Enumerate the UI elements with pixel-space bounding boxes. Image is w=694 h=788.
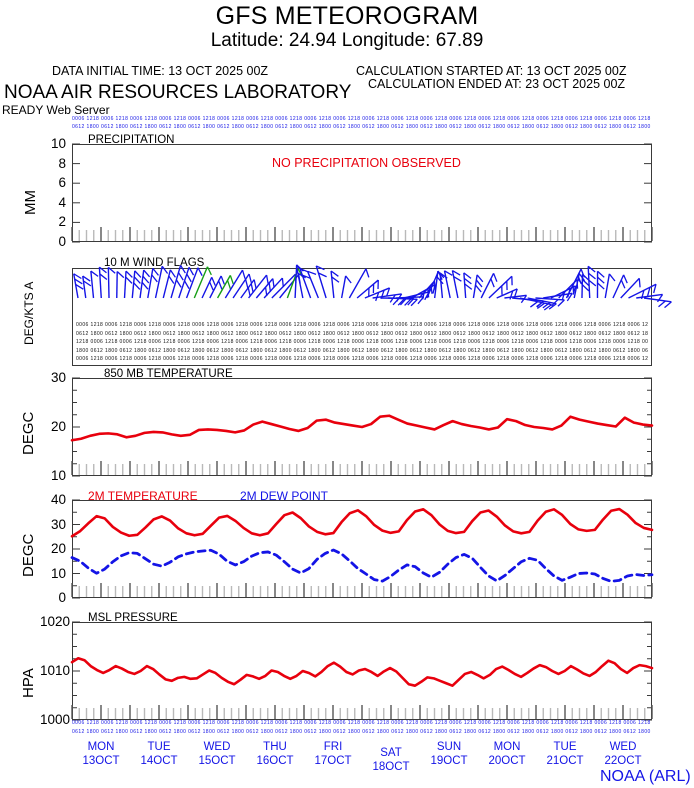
tiny-value-row: 0006 1218 0006 1218 0006 1218 0006 1218 … [72,116,652,122]
day-label-22oct: WED 22OCT [593,741,653,767]
day-label-19oct: SUN 19OCT [419,741,479,767]
temperature-2m-plot [72,500,652,598]
day-of-week: FRI [323,741,343,753]
day-of-week: SUN [436,741,462,753]
tiny-value-row: 0612 1800 0612 1800 0612 1800 0612 1800 … [72,123,652,130]
precipitation-y-tick: 10 [50,136,66,151]
temperature-2m-y-tick: 10 [50,565,66,581]
tiny-value-row: 0612 1800 0612 1800 0612 1800 0612 1800 … [76,330,648,337]
legend-2m-temperature: 2M TEMPERATURE [88,489,198,503]
day-of-week: WED [203,741,231,753]
coordinates-subtitle: Latitude: 24.94 Longitude: 67.89 [210,30,484,51]
day-label-18oct: SAT 18OCT [361,747,421,773]
day-date: 16OCT [256,754,294,767]
wind-numeric-rows: 0006 1218 0006 1218 0006 1218 0006 1218 … [76,322,648,364]
precipitation-y-tick: 0 [58,234,66,249]
day-date: 22OCT [604,754,642,767]
organization-name: NOAA AIR RESOURCES LABORATORY [4,82,352,103]
day-date: 18OCT [372,760,410,773]
day-of-week: TUE [553,741,577,753]
wind-flags-plot [72,268,652,366]
page-title: GFS METEOROGRAM [215,2,479,30]
day-of-week: THU [263,741,287,753]
temperature-850mb-title: 850 MB TEMPERATURE [104,368,233,380]
day-label-21oct: TUE 21OCT [535,741,595,767]
temperature-2m-y-tick: 20 [50,541,66,556]
precipitation-y-tick: 6 [58,175,66,191]
precipitation-y-tick: 8 [58,155,66,171]
day-of-week: WED [609,741,637,753]
no-precipitation-message: NO PRECIPITATION OBSERVED [272,156,461,170]
temperature-2m-y-tick: 40 [50,492,66,507]
tiny-value-row: 1218 0006 1218 0006 1218 0006 1218 0006 … [76,339,648,345]
msl-pressure-y-tick: 1000 [39,712,70,727]
day-label-20oct: MON 20OCT [477,741,537,767]
day-date: 14OCT [140,754,178,767]
tiny-value-row: 0006 1218 0006 1218 0006 1218 0006 1218 … [76,322,648,328]
temperature-2m-y-tick: 30 [50,516,66,532]
temperature-850mb-y-tick: 10 [50,468,66,483]
temperature-2m-y-tick: 0 [58,590,66,605]
day-of-week: SAT [380,747,402,759]
msl-pressure-title: MSL PRESSURE [88,612,178,624]
calculation-started: CALCULATION STARTED AT: 13 OCT 2025 00Z [356,64,627,78]
day-date: 13OCT [82,754,120,767]
day-date: 19OCT [430,754,468,767]
server-name: READY Web Server [2,103,110,117]
data-initial-time: DATA INITIAL TIME: 13 OCT 2025 00Z [52,64,269,78]
day-label-17oct: FRI 17OCT [303,741,363,767]
tiny-value-row: 0006 1218 0006 1218 0006 1218 0006 1218 … [72,720,652,726]
day-date: 20OCT [488,754,526,767]
msl-pressure-y-tick: 1010 [39,663,70,678]
day-date: 17OCT [314,754,352,767]
tiny-value-row: 0612 1800 0612 1800 0612 1800 0612 1800 … [72,728,652,735]
day-date: 21OCT [546,754,584,767]
lower-hour-strip: 0006 1218 0006 1218 0006 1218 0006 1218 … [72,720,652,740]
day-of-week: TUE [147,741,171,753]
wind-flags-title: 10 M WIND FLAGS [104,257,205,269]
tiny-value-row: 1800 0612 1800 0612 1800 0612 1800 0612 … [76,347,648,354]
day-label-15oct: WED 15OCT [187,741,247,767]
calculation-ended: CALCULATION ENDED AT: 23 OCT 2025 00Z [368,77,626,91]
tiny-value-row: 0006 1218 0006 1218 0006 1218 0006 1218 … [76,356,648,362]
temperature-850mb-y-tick: 30 [50,370,66,385]
day-date: 15OCT [198,754,236,767]
temperature-850mb-y-tick: 20 [50,419,66,434]
legend-2m-dewpoint: 2M DEW POINT [240,489,329,503]
upper-hour-strip: 0006 1218 0006 1218 0006 1218 0006 1218 … [72,116,652,134]
precipitation-title: PRECIPITATION [88,134,175,146]
precipitation-plot [72,144,652,242]
day-label-13oct: MON 13OCT [71,741,131,767]
precipitation-y-tick: 2 [58,214,66,230]
day-label-16oct: THU 16OCT [245,741,305,767]
noaa-arl-credit: NOAA (ARL) [600,768,691,785]
msl-pressure-y-tick: 1020 [39,614,70,629]
day-of-week: MON [493,741,521,753]
day-label-14oct: TUE 14OCT [129,741,189,767]
precipitation-y-tick: 4 [58,194,66,210]
day-of-week: MON [87,741,115,753]
